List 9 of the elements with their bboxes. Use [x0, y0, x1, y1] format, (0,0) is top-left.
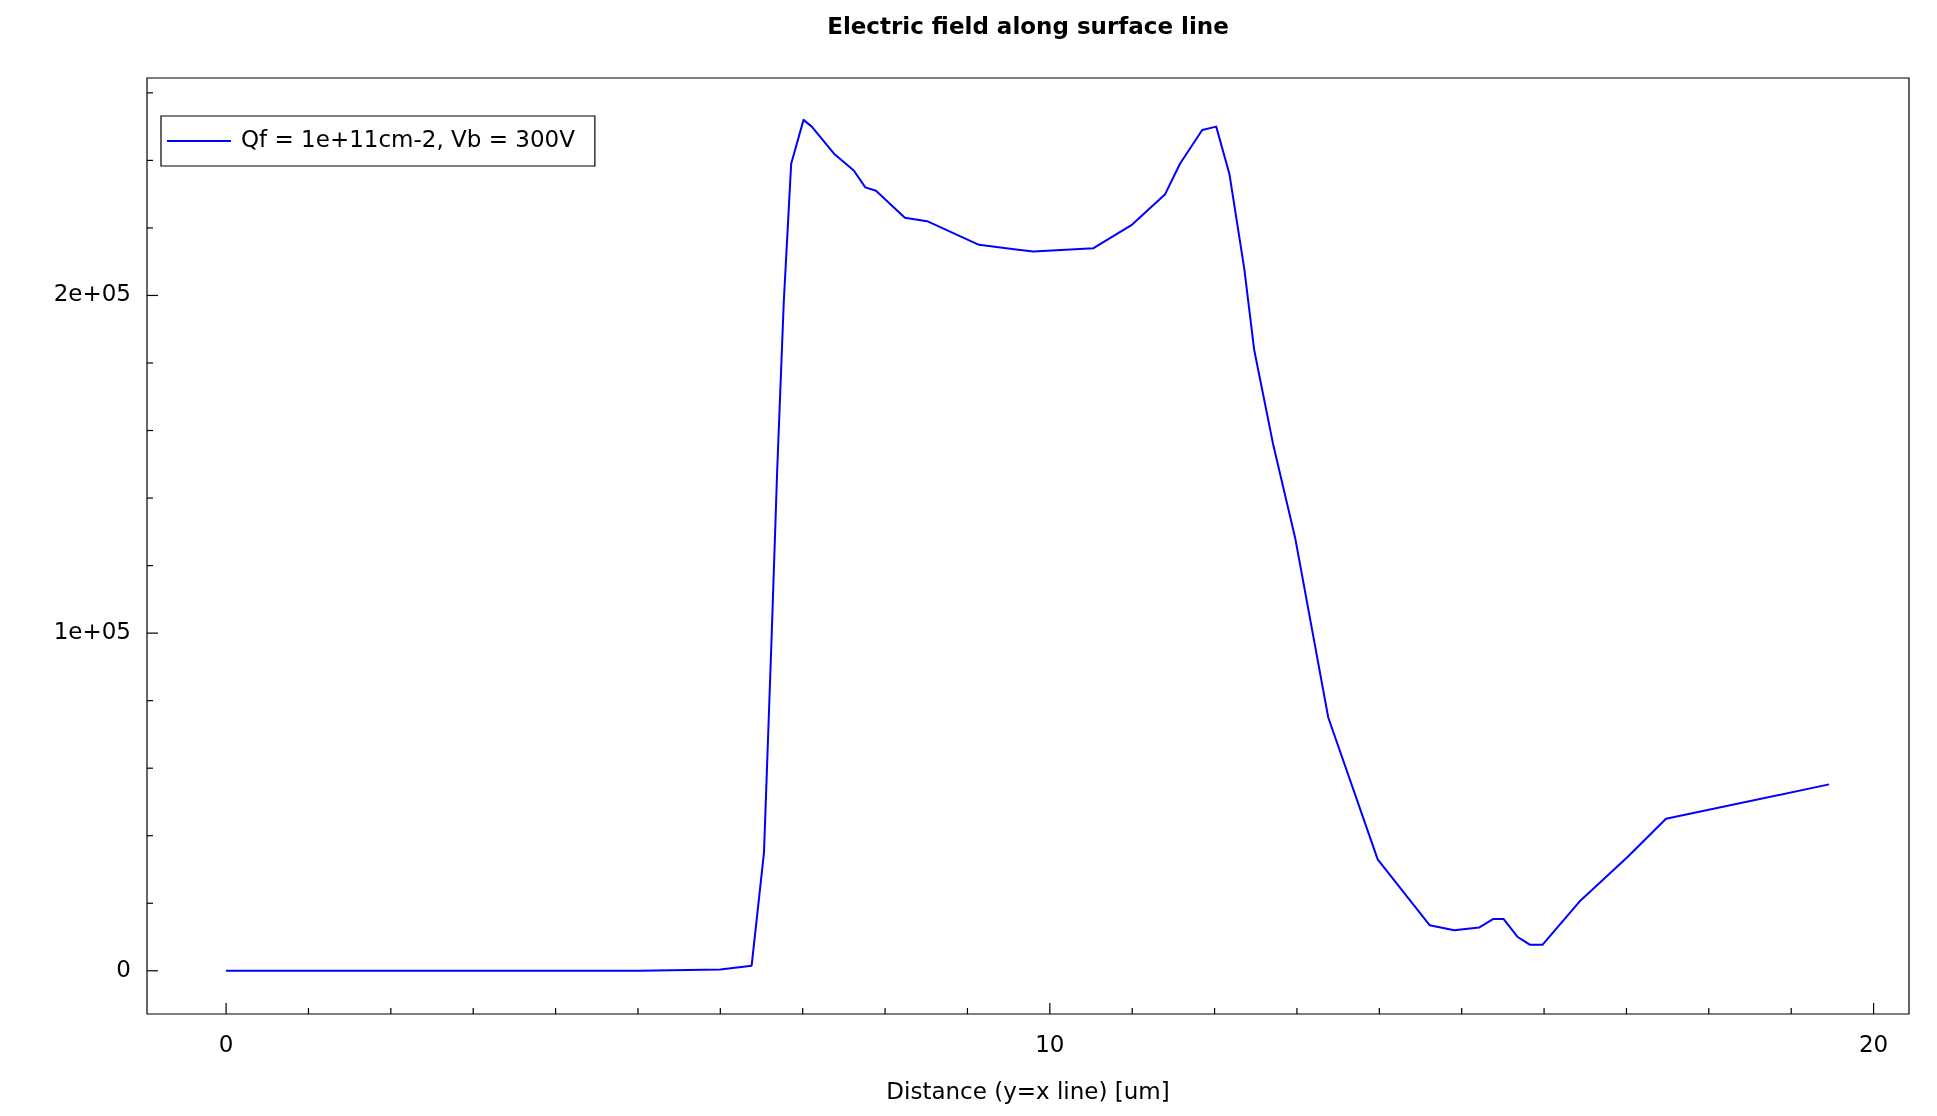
y-tick-label: 0 — [116, 955, 131, 982]
legend-label: Qf = 1e+11cm-2, Vb = 300V — [241, 125, 576, 152]
y-tick-label: 1e+05 — [53, 618, 131, 645]
x-tick-label: 20 — [1858, 1030, 1889, 1057]
x-tick-label: 0 — [218, 1030, 234, 1057]
x-tick-label: 10 — [1035, 1030, 1065, 1057]
x-axis-title: Distance (y=x line) [um] — [886, 1077, 1170, 1104]
y-tick-label: 2e+05 — [53, 280, 131, 307]
chart-title: Electric field along surface line — [827, 12, 1229, 39]
